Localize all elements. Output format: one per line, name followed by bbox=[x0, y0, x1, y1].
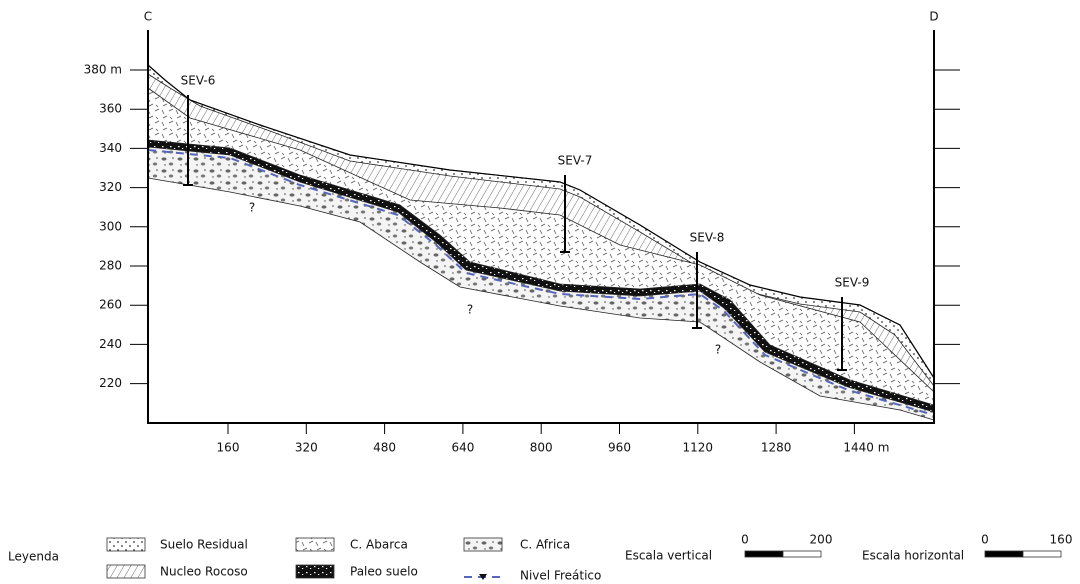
swatch-water-marker bbox=[479, 574, 487, 580]
x-tick-label: 800 bbox=[530, 441, 553, 455]
scale-end: 200 bbox=[810, 533, 833, 547]
legend-title: Leyenda bbox=[8, 550, 59, 564]
x-tick-label: 960 bbox=[608, 441, 631, 455]
scale-bar-v-black bbox=[744, 550, 784, 558]
top-surface bbox=[147, 64, 935, 379]
swatch-africa bbox=[463, 537, 503, 552]
y-tick-label: 380 m bbox=[84, 63, 122, 77]
unknown-mark: ? bbox=[467, 303, 473, 317]
swatch-suelo bbox=[106, 537, 146, 552]
y-tick-label: 280 bbox=[99, 259, 122, 273]
sev-label: SEV-6 bbox=[181, 74, 216, 88]
legend-label: C. Africa bbox=[520, 538, 570, 552]
legend-label: Suelo Residual bbox=[160, 538, 248, 552]
scale-end: 160 bbox=[1050, 533, 1073, 547]
x-tick-label: 1440 m bbox=[843, 441, 889, 455]
corner-label: C bbox=[144, 10, 152, 24]
scale-bar-h-white bbox=[1022, 550, 1062, 558]
swatch-abarca bbox=[295, 537, 335, 552]
legend-label: Nivel Freático bbox=[520, 569, 601, 583]
scale-bar-h-black bbox=[984, 550, 1024, 558]
legend-label: C. Abarca bbox=[350, 538, 408, 552]
y-tick-label: 320 bbox=[99, 180, 122, 194]
water-table bbox=[147, 149, 935, 416]
geology-layers bbox=[147, 64, 935, 424]
y-tick-label: 360 bbox=[99, 102, 122, 116]
legend-swatches bbox=[106, 537, 1062, 580]
y-tick-label: 260 bbox=[99, 298, 122, 312]
legend-label: Nucleo Rocoso bbox=[160, 565, 248, 579]
sev-label: SEV-7 bbox=[558, 154, 593, 168]
scale-bar-v-white bbox=[782, 550, 822, 558]
y-tick-label: 220 bbox=[99, 376, 122, 390]
y-tick-label: 240 bbox=[99, 337, 122, 351]
corner-label: D bbox=[929, 10, 938, 24]
y-tick-label: 300 bbox=[99, 219, 122, 233]
x-tick-label: 1280 bbox=[761, 441, 792, 455]
legend-label: Paleo suelo bbox=[350, 565, 418, 579]
unknown-mark: ? bbox=[249, 201, 255, 215]
scale-start: 0 bbox=[741, 533, 749, 547]
x-tick-label: 320 bbox=[295, 441, 318, 455]
scale-start: 0 bbox=[981, 533, 989, 547]
swatch-nucleo bbox=[106, 564, 146, 579]
scale-label: Escala horizontal bbox=[862, 549, 964, 563]
sev-label: SEV-9 bbox=[835, 276, 870, 290]
x-tick-label: 1120 bbox=[683, 441, 714, 455]
unknown-mark: ? bbox=[715, 343, 721, 357]
x-tick-label: 640 bbox=[451, 441, 474, 455]
x-tick-label: 480 bbox=[373, 441, 396, 455]
scale-label: Escala vertical bbox=[625, 549, 712, 563]
y-tick-label: 340 bbox=[99, 141, 122, 155]
swatch-paleo bbox=[295, 564, 335, 579]
sev-label: SEV-8 bbox=[690, 231, 725, 245]
x-tick-label: 160 bbox=[217, 441, 240, 455]
